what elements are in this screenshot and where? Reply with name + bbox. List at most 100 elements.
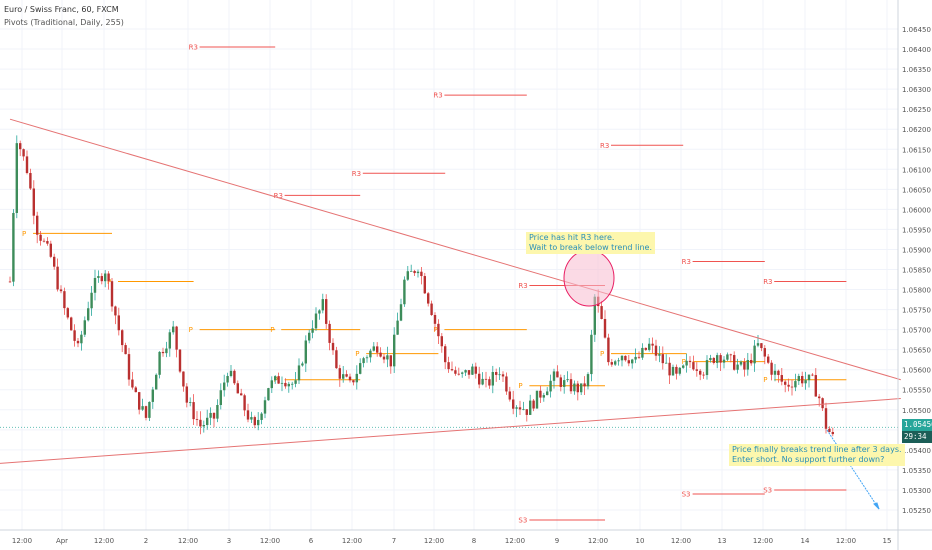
pivot-label: S3 [518, 517, 527, 525]
candle-body [705, 360, 709, 376]
candle-body [454, 370, 457, 374]
candle-body [338, 368, 341, 379]
x-tick-label: 14 [801, 537, 810, 545]
candle-body [573, 383, 576, 392]
candle-body [535, 390, 539, 409]
candle-body [158, 351, 161, 375]
candle-body [566, 379, 569, 381]
candle-body [274, 376, 277, 381]
candle-body [688, 360, 692, 363]
candle-body [212, 412, 216, 419]
candle-body [277, 376, 280, 384]
candle-body [729, 354, 732, 356]
candle-body [382, 356, 386, 360]
candle-body [379, 352, 382, 357]
candle-body [376, 346, 379, 353]
candle-body [508, 391, 511, 400]
candle-body [471, 366, 474, 375]
candle-body [773, 370, 777, 375]
candle-body [168, 332, 171, 349]
symbol-title: Euro / Swiss Franc, 60, FXCM [4, 5, 119, 14]
candle-body [63, 291, 66, 309]
candle-body [474, 366, 477, 374]
candle-body [583, 383, 586, 387]
candle-body [559, 377, 562, 387]
candle-body [515, 407, 518, 409]
x-tick-label: 3 [227, 537, 231, 545]
candle-body [97, 276, 100, 278]
note-breakout-line1: Price finally breaks trend line after 3 … [732, 445, 902, 454]
candle-body [481, 378, 484, 385]
candle-body [80, 334, 83, 344]
countdown-tag: 29:34 [902, 431, 932, 443]
candle-body [206, 417, 209, 425]
candle-body [90, 292, 93, 309]
candle-body [161, 351, 165, 354]
candle-body [484, 378, 488, 380]
r3-hit-circle [563, 249, 615, 307]
symbol-title-text: Euro / Swiss Franc, 60, FXCM [4, 5, 119, 14]
candle-body [814, 375, 817, 397]
candle-body [202, 424, 205, 427]
candle-body [301, 363, 304, 366]
candle-body [110, 281, 114, 307]
pivot-label: P [107, 278, 111, 286]
candle-body [828, 428, 831, 432]
x-tick-label: 12:00 [505, 537, 525, 545]
x-tick-label: 9 [555, 537, 559, 545]
candle-body [661, 354, 664, 364]
pivot-lines: R3R3R3R3R3R3R3R3PPPPPPPPPPPS3S3S3 [22, 44, 847, 525]
x-tick-label: 12:00 [12, 537, 32, 545]
y-tick-label: 1.05400 [902, 447, 931, 455]
candle-body [138, 392, 141, 410]
candle-body [287, 383, 290, 387]
candle-body [532, 400, 535, 409]
candle-body [243, 395, 246, 411]
candle-body [682, 365, 685, 368]
candle-body [821, 398, 824, 409]
candle-body [257, 419, 260, 426]
candle-body [767, 356, 770, 363]
candle-body [512, 399, 515, 409]
y-tick-label: 1.06200 [902, 126, 931, 134]
candle-body [372, 346, 375, 351]
candle-body [794, 381, 797, 388]
candle-body [318, 310, 321, 314]
candle-body [229, 370, 233, 376]
note-breakout[interactable]: Price finally breaks trend line after 3 … [729, 444, 905, 466]
note-r3-hit[interactable]: Price has hit R3 here. Wait to break bel… [526, 232, 656, 254]
candle-body [345, 374, 348, 377]
candle-body [440, 336, 443, 347]
candle-body [709, 357, 712, 361]
candle-body [770, 362, 773, 375]
candle-body [685, 360, 688, 366]
y-tick-label: 1.06050 [902, 186, 931, 194]
x-tick-label: 12:00 [588, 537, 608, 545]
y-tick-label: 1.06350 [902, 66, 931, 74]
candle-body [556, 371, 559, 378]
candle-body [121, 330, 124, 346]
candle-body [291, 383, 294, 385]
candle-body [416, 271, 420, 274]
candle-body [124, 345, 127, 355]
candle-body [12, 212, 15, 282]
candle-body [331, 342, 335, 351]
candle-body [46, 241, 49, 244]
last-price-tag: 1.05456 [902, 419, 932, 431]
candle-body [59, 289, 63, 292]
candle-body [501, 374, 505, 377]
candle-body [396, 320, 399, 335]
candle-body [580, 383, 583, 393]
candle-body [804, 380, 807, 384]
note-r3-hit-line1: Price has hit R3 here. [529, 233, 615, 242]
candle-body [610, 362, 613, 365]
candle-body [722, 359, 726, 363]
candle-body [600, 306, 603, 319]
pivot-label: P [600, 350, 604, 358]
candle-body [144, 406, 148, 418]
candle-body [66, 308, 69, 318]
x-tick-label: 12:00 [753, 537, 773, 545]
candle-body [542, 395, 545, 398]
